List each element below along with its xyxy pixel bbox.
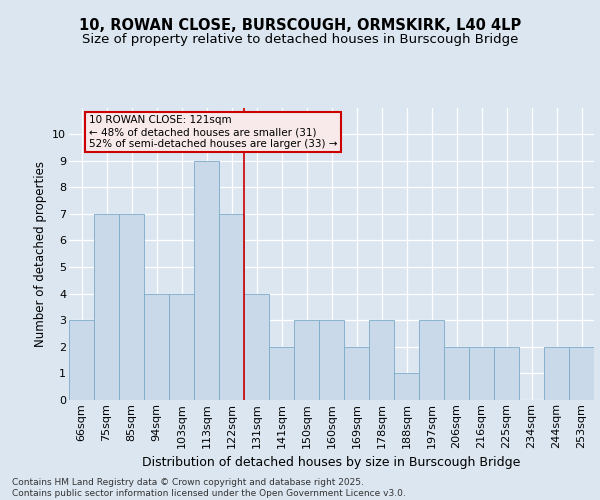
- Bar: [94, 214, 119, 400]
- Bar: [169, 294, 194, 400]
- Bar: [469, 347, 494, 400]
- Bar: [344, 347, 369, 400]
- Y-axis label: Number of detached properties: Number of detached properties: [34, 161, 47, 347]
- Bar: [119, 214, 144, 400]
- Text: Contains HM Land Registry data © Crown copyright and database right 2025.
Contai: Contains HM Land Registry data © Crown c…: [12, 478, 406, 498]
- Text: Size of property relative to detached houses in Burscough Bridge: Size of property relative to detached ho…: [82, 32, 518, 46]
- Bar: [144, 294, 169, 400]
- Bar: [319, 320, 344, 400]
- Bar: [219, 214, 244, 400]
- Bar: [444, 347, 469, 400]
- Bar: [394, 374, 419, 400]
- Bar: [494, 347, 519, 400]
- Bar: [69, 320, 94, 400]
- Bar: [419, 320, 444, 400]
- Bar: [544, 347, 569, 400]
- Bar: [569, 347, 594, 400]
- Text: 10 ROWAN CLOSE: 121sqm
← 48% of detached houses are smaller (31)
52% of semi-det: 10 ROWAN CLOSE: 121sqm ← 48% of detached…: [89, 116, 337, 148]
- Bar: [294, 320, 319, 400]
- Bar: [269, 347, 294, 400]
- X-axis label: Distribution of detached houses by size in Burscough Bridge: Distribution of detached houses by size …: [142, 456, 521, 469]
- Bar: [244, 294, 269, 400]
- Text: 10, ROWAN CLOSE, BURSCOUGH, ORMSKIRK, L40 4LP: 10, ROWAN CLOSE, BURSCOUGH, ORMSKIRK, L4…: [79, 18, 521, 32]
- Bar: [369, 320, 394, 400]
- Bar: [194, 160, 219, 400]
